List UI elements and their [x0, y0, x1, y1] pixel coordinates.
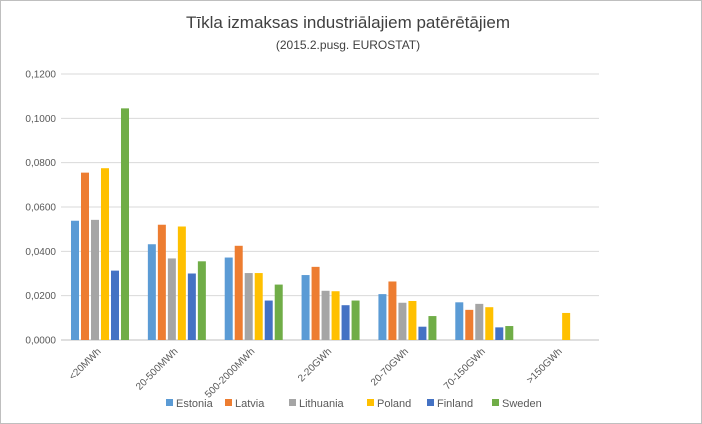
x-tick-label: <20MWh: [67, 346, 103, 382]
legend: Estonia Latvia Lithuania Poland Finland Swede…: [166, 398, 542, 410]
bar: [111, 270, 119, 340]
y-tick-label: 0,0200: [25, 291, 56, 302]
legend-swatch: [289, 399, 296, 406]
bar: [167, 258, 176, 340]
bar: [321, 290, 330, 340]
bar: [81, 172, 89, 340]
bar: [428, 316, 437, 340]
bar: [388, 281, 397, 340]
bar: [331, 291, 340, 340]
bar: [224, 257, 233, 340]
y-tick-label: 0,0000: [25, 336, 56, 347]
legend-label: Sweden: [502, 398, 542, 410]
bar: [351, 300, 360, 340]
bar: [505, 326, 514, 340]
bar: [157, 224, 166, 340]
bar: [91, 219, 99, 340]
x-tick-label: >150GWh: [525, 346, 565, 386]
y-tick-label: 0,1200: [25, 70, 56, 81]
bar: [341, 305, 350, 340]
bar: [101, 168, 109, 340]
bar: [408, 300, 417, 340]
bar: [495, 327, 504, 340]
y-tick-label: 0,1000: [25, 114, 56, 125]
gridlines: [61, 73, 599, 341]
legend-label: Poland: [377, 398, 411, 410]
x-axis-tick-labels: <20MWh 20-500MWh 500-2000MWh 2-20GWh 20-70GW…: [67, 346, 564, 400]
chart-subtitle: (2015.2.pusg. EUROSTAT): [276, 38, 420, 52]
chart-title: Tīkla izmaksas industriālajiem patērētāj…: [186, 13, 510, 32]
bar: [378, 294, 387, 340]
bar: [264, 300, 273, 340]
bar: [301, 275, 310, 340]
bar: [254, 273, 263, 340]
legend-swatch: [166, 399, 173, 406]
bar: [398, 302, 407, 340]
legend-label: Estonia: [176, 398, 214, 410]
legend-swatch: [367, 399, 374, 406]
y-tick-label: 0,0800: [25, 158, 56, 169]
bar: [71, 220, 79, 340]
legend-swatch: [225, 399, 232, 406]
y-tick-label: 0,0600: [25, 203, 56, 214]
x-tick-label: 20-70GWh: [369, 346, 411, 388]
bar: [177, 226, 186, 340]
bars: [71, 108, 571, 340]
bar: [234, 245, 243, 340]
x-tick-label: 70-150GWh: [442, 346, 488, 392]
bar: [187, 273, 196, 340]
legend-label: Lithuania: [299, 398, 345, 410]
bar: [197, 261, 206, 340]
bar: [311, 266, 320, 340]
legend-swatch: [427, 399, 434, 406]
bar: [121, 108, 129, 340]
y-axis-tick-labels: 0,0000 0,0200 0,0400 0,0600 0,0800 0,1000 0,12…: [25, 70, 56, 347]
legend-label: Latvia: [235, 398, 265, 410]
bar: [562, 312, 571, 340]
x-tick-label: 500-2000MWh: [203, 346, 257, 400]
bar: [147, 244, 156, 340]
bar: [475, 303, 484, 340]
y-tick-label: 0,0400: [25, 247, 56, 258]
bar: [465, 309, 474, 340]
bar: [244, 273, 253, 340]
legend-swatch: [492, 399, 499, 406]
bar: [455, 302, 464, 340]
bar: [418, 326, 427, 340]
bar: [485, 307, 494, 340]
x-tick-label: 20-500MWh: [134, 346, 180, 392]
bar: [274, 284, 283, 340]
x-tick-label: 2-20GWh: [296, 346, 334, 384]
legend-label: Finland: [437, 398, 473, 410]
